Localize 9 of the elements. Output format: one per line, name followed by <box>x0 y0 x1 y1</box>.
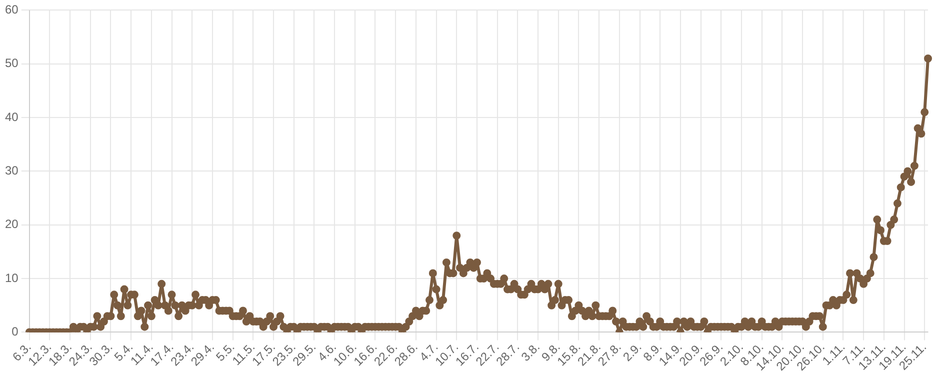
y-tick-label: 30 <box>4 164 19 178</box>
y-tick-label: 60 <box>4 2 19 17</box>
y-tick-label: 0 <box>12 324 19 339</box>
y-tick-label: 40 <box>4 110 19 124</box>
y-tick-label: 10 <box>4 270 19 285</box>
x-tick-label: 3.8. <box>518 340 542 364</box>
x-tick-label: 2.9. <box>620 340 644 364</box>
y-tick-label: 50 <box>4 56 19 70</box>
y-tick-label: 20 <box>4 217 19 232</box>
